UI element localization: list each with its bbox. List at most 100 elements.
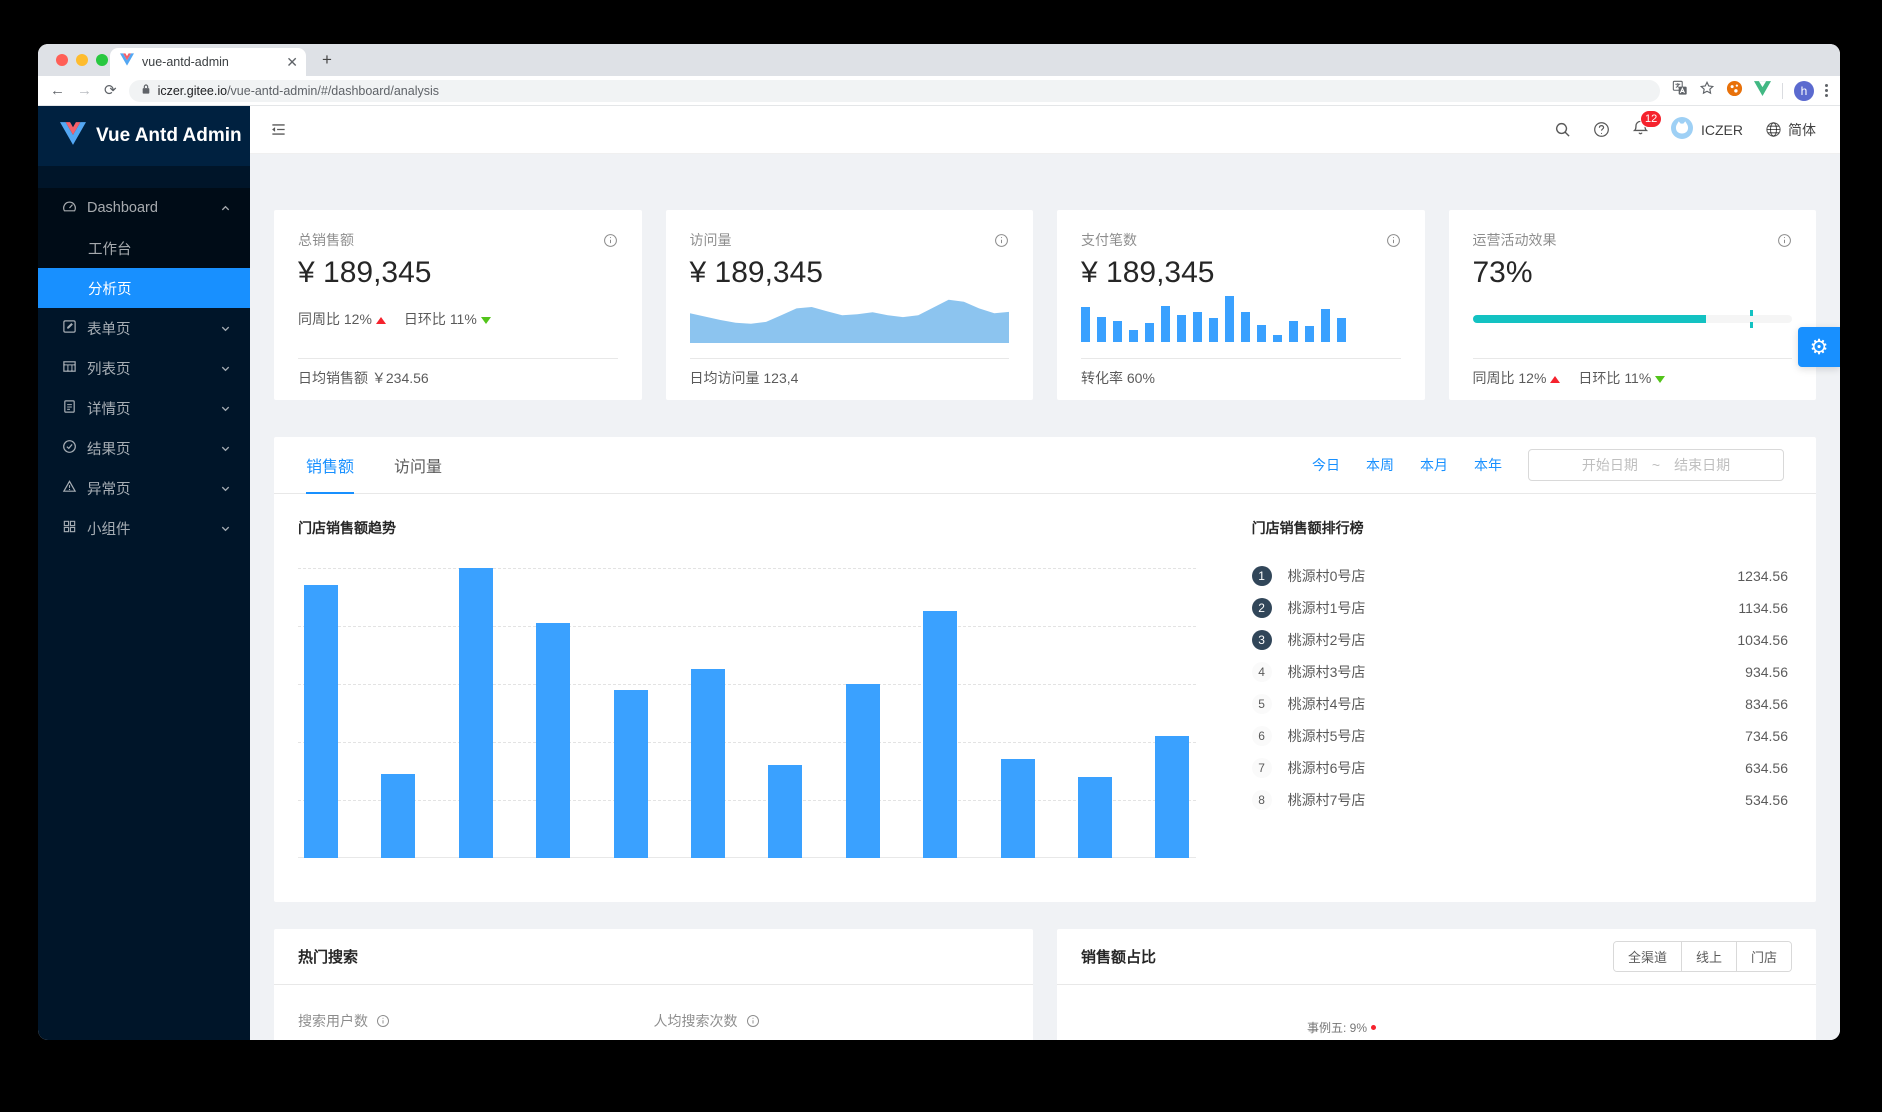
sales-bar (923, 611, 958, 858)
lock-icon (141, 83, 151, 98)
trend-pair: 同周比 12% 日环比 11% (298, 309, 491, 329)
search-icon[interactable] (1554, 121, 1571, 138)
info-icon[interactable] (1777, 233, 1792, 248)
store-sales-bar-chart (298, 568, 1196, 858)
help-icon[interactable] (1593, 121, 1610, 138)
globe-icon (1765, 121, 1782, 138)
date-range-picker[interactable]: 开始日期 ~ 结束日期 (1528, 449, 1784, 481)
store-sales-rank-section: 门店销售额排行榜 1 桃源村0号店 1234.56 2 桃源村1号店 1134.56 3 桃源… (1251, 518, 1788, 858)
sidebar-item-工作台[interactable]: 工作台 (38, 228, 250, 268)
mini-bar (1161, 306, 1170, 342)
bookmark-star-icon[interactable] (1699, 80, 1715, 101)
stat-big-value: 12321 (298, 1039, 370, 1040)
store-name: 桃源村5号店 (1287, 728, 1366, 744)
extension-vue-devtools-icon[interactable] (1754, 80, 1771, 101)
info-icon[interactable] (376, 1014, 391, 1029)
sidebar-item-小组件[interactable]: 小组件 (38, 508, 250, 548)
browser-menu-icon[interactable] (1825, 84, 1828, 97)
address-bar[interactable]: iczer.gitee.io/vue-antd-admin/#/dashboar… (128, 79, 1660, 102)
tab-visits[interactable]: 访问量 (394, 459, 443, 476)
rank-title: 门店销售额排行榜 (1251, 520, 1364, 536)
stat-title: 支付笔数 (1081, 232, 1137, 248)
sidebar-item-表单页[interactable]: 表单页 (38, 308, 250, 348)
mini-bar (1273, 335, 1282, 342)
channel-button-线上[interactable]: 线上 (1680, 942, 1736, 971)
sales-bar (768, 765, 803, 858)
sales-bar (1000, 759, 1035, 858)
fullscreen-window-button[interactable] (96, 54, 108, 66)
sidebar-item-label: 分析页 (88, 281, 132, 298)
quick-link-本月[interactable]: 本月 (1420, 457, 1448, 473)
stat-card-total-sales: 总销售额 ¥ 189,345 同周比 12% 日环比 11% 日均销售额 ￥23 (274, 210, 642, 400)
quick-link-今日[interactable]: 今日 (1312, 457, 1340, 473)
mini-bar (1113, 321, 1122, 342)
theme-settings-button[interactable]: ⚙ (1798, 327, 1840, 367)
sidebar-item-异常页[interactable]: 异常页 (38, 468, 250, 508)
rank-badge: 3 (1251, 630, 1272, 650)
sidebar-menu: Dashboard 工作台分析页表单页 列表页详情页结果页异常页小组件 (38, 166, 250, 548)
info-icon[interactable] (994, 233, 1009, 248)
language-switcher[interactable]: 简体 (1765, 120, 1816, 140)
sidebar-item-分析页[interactable]: 分析页 (38, 268, 250, 308)
minimize-window-button[interactable] (76, 54, 88, 66)
back-button[interactable]: ← (50, 82, 65, 99)
rank-list: 1 桃源村0号店 1234.56 2 桃源村1号店 1134.56 3 桃源村2号店 1034.… (1251, 560, 1788, 816)
language-label: 简体 (1788, 121, 1816, 138)
info-icon[interactable] (1386, 233, 1401, 248)
sales-bar (304, 585, 338, 858)
new-tab-button[interactable]: + (322, 50, 332, 69)
caret-up-icon (1550, 376, 1561, 383)
reload-button[interactable]: ⟳ (104, 82, 117, 99)
sidebar-item-结果页[interactable]: 结果页 (38, 428, 250, 468)
date-start-placeholder: 开始日期 (1581, 457, 1638, 473)
sidebar-item-label: 详情页 (87, 401, 131, 418)
close-window-button[interactable] (56, 54, 68, 66)
browser-tab[interactable]: vue-antd-admin ✕ (110, 48, 306, 76)
sales-bar (845, 684, 880, 858)
app-root: Vue Antd Admin Dashboard 工作台分析页表单页 列表页详情页结… (38, 106, 1840, 1040)
hot-search-stat-搜索用户数: 搜索用户数1232171.2 (298, 1011, 654, 1040)
stat-value: 73% (1472, 256, 1533, 289)
info-icon[interactable] (746, 1014, 761, 1029)
translate-icon[interactable] (1672, 80, 1688, 101)
sidebar-item-label: 小组件 (87, 521, 131, 538)
check-circle-icon (62, 439, 77, 458)
user-menu[interactable]: ICZER (1671, 117, 1743, 142)
tab-favicon-vue-icon (120, 53, 134, 71)
channel-button-全渠道[interactable]: 全渠道 (1613, 942, 1681, 971)
quick-link-本年[interactable]: 本年 (1474, 457, 1502, 473)
extension-orange-icon[interactable] (1726, 80, 1743, 102)
info-icon[interactable] (603, 233, 618, 248)
tab-close-icon[interactable]: ✕ (286, 54, 298, 70)
chevron-down-icon (220, 482, 232, 494)
browser-profile-avatar[interactable]: h (1794, 80, 1814, 101)
mini-bar (1145, 323, 1154, 342)
notifications-bell[interactable]: 12 (1632, 109, 1663, 141)
stat-label: 人均搜索次数 (653, 1013, 738, 1029)
store-name: 桃源村1号店 (1287, 600, 1366, 616)
quick-link-本周[interactable]: 本周 (1366, 457, 1394, 473)
mini-bar (1177, 315, 1186, 342)
collapse-sidebar-icon[interactable] (270, 121, 287, 138)
forward-button[interactable]: → (77, 82, 92, 99)
sidebar-item-Dashboard[interactable]: Dashboard (38, 188, 250, 228)
block-icon (62, 519, 77, 538)
rank-row: 8 桃源村7号店 534.56 (1251, 784, 1788, 816)
channel-button-门店[interactable]: 门店 (1735, 942, 1791, 971)
bottom-cards-row: 热门搜索 搜索用户数1232171.2人均搜索次数2.771.2 销售额占比 全… (274, 929, 1816, 1040)
sales-share-pie-chart: 事例五: 9% (1057, 985, 1816, 1040)
pie-dot-icon (1371, 1025, 1377, 1030)
sidebar: Vue Antd Admin Dashboard 工作台分析页表单页 列表页详情页结… (38, 106, 250, 1040)
mini-bar (1337, 318, 1346, 342)
sidebar-item-详情页[interactable]: 详情页 (38, 388, 250, 428)
tab-sales[interactable]: 销售额 (306, 437, 355, 494)
quick-range-links: 今日 本周 本月 本年 (1312, 455, 1502, 475)
sidebar-item-label: 异常页 (87, 481, 131, 498)
sales-share-title: 销售额占比 (1081, 949, 1157, 966)
stat-footer: 同周比 12% 日环比 11% (1472, 358, 1792, 400)
sidebar-item-列表页[interactable]: 列表页 (38, 348, 250, 388)
visits-sparkline-chart (689, 299, 1009, 343)
warning-icon (62, 479, 77, 498)
hot-search-stat-人均搜索次数: 人均搜索次数2.771.2 (654, 1011, 1010, 1040)
app-logo[interactable]: Vue Antd Admin (38, 106, 250, 166)
